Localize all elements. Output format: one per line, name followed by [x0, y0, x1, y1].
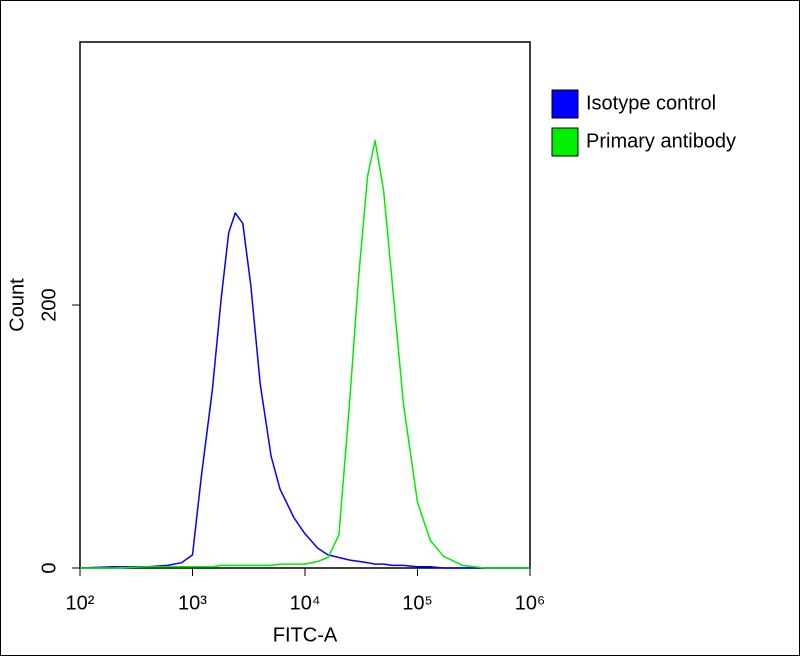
- x-axis-label: FITC-A: [273, 624, 338, 646]
- x-tick-label: 10⁶: [515, 592, 545, 614]
- legend-swatch: [551, 127, 579, 157]
- legend-swatch: [551, 89, 579, 119]
- y-tick-label: 200: [38, 288, 60, 321]
- legend-label: Primary antibody: [586, 130, 736, 152]
- histogram-line: [80, 139, 530, 569]
- x-tick-label: 10²: [66, 592, 95, 614]
- legend: Isotype control Primary antibody: [551, 89, 736, 157]
- x-tick-label: 10³: [178, 592, 207, 614]
- x-tick-label: 10⁵: [402, 592, 433, 614]
- y-tick-label: 0: [38, 562, 60, 573]
- x-tick-label: 10⁴: [290, 592, 321, 614]
- histogram-line: [79, 212, 530, 569]
- legend-label: Isotype control: [586, 92, 716, 114]
- y-axis-label: Count: [6, 278, 28, 332]
